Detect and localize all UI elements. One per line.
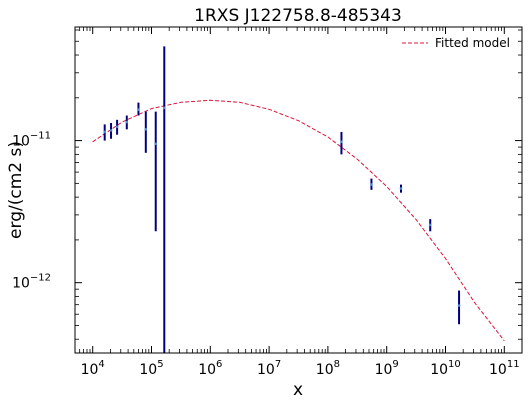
data-point-7 (162, 106, 166, 110)
x-tick-label-2: 106 (198, 359, 222, 378)
data-point-11 (428, 223, 432, 227)
data-point-2 (115, 125, 119, 129)
plot-frame (74, 26, 523, 354)
x-tick-label-5: 109 (375, 359, 399, 378)
data-point-5 (144, 128, 148, 131)
plot-area (92, 46, 505, 353)
data-point-6 (154, 142, 158, 146)
x-tick-label-7: 1011 (489, 359, 520, 378)
data-point-10 (399, 187, 403, 190)
y-tick-label-0: 10−12 (12, 273, 51, 292)
x-tick-label-0: 104 (81, 359, 105, 378)
data-point-9 (370, 183, 373, 186)
fitted-model-line (92, 99, 505, 342)
data-point-12 (457, 304, 461, 307)
data-point-1 (109, 129, 113, 132)
x-tick-label-6: 1010 (430, 359, 461, 378)
x-tick-label-3: 107 (257, 359, 281, 378)
data-point-4 (137, 108, 140, 111)
x-tick-label-1: 105 (139, 359, 163, 378)
x-tick-label-4: 108 (316, 359, 340, 378)
data-point-8 (340, 140, 343, 144)
legend: Fitted model (402, 36, 510, 50)
data-point-3 (125, 120, 129, 124)
chart-title: 1RXS J122758.8-485343 (194, 6, 402, 26)
y-axis-label: erg/(cm2 s) (6, 141, 26, 239)
legend-label-fitted-model: Fitted model (435, 36, 510, 50)
data-point-0 (103, 130, 107, 134)
x-axis-label: x (293, 380, 303, 400)
